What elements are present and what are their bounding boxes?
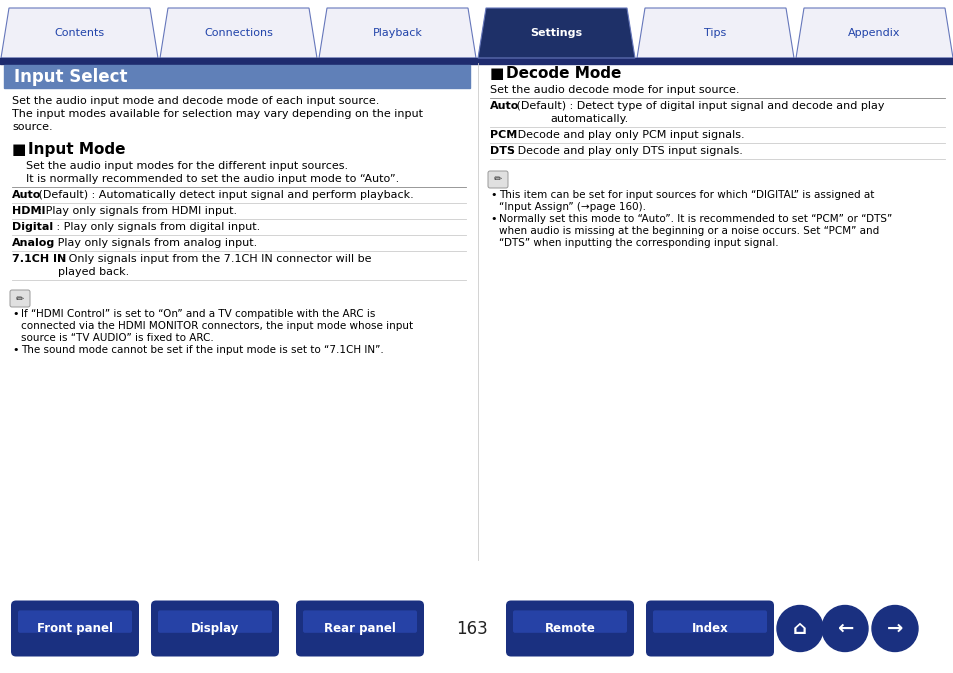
FancyBboxPatch shape [645,600,773,656]
Text: Tips: Tips [703,28,726,38]
Text: •: • [12,345,18,355]
Text: : Play only signals from analog input.: : Play only signals from analog input. [47,238,256,248]
Text: Set the audio input mode and decode mode of each input source.: Set the audio input mode and decode mode… [12,96,379,106]
Text: : Play only signals from HDMI input.: : Play only signals from HDMI input. [35,206,237,216]
FancyBboxPatch shape [652,610,766,633]
Text: Front panel: Front panel [37,622,112,635]
FancyBboxPatch shape [513,610,626,633]
Text: : Only signals input from the 7.1CH IN connector will be: : Only signals input from the 7.1CH IN c… [58,254,372,264]
FancyBboxPatch shape [151,600,278,656]
Text: (Default) : Automatically detect input signal and perform playback.: (Default) : Automatically detect input s… [35,190,414,200]
Text: ⌂: ⌂ [792,619,806,638]
Bar [0,58,953,64]
Text: : Play only signals from digital input.: : Play only signals from digital input. [52,222,259,232]
Text: Input Select: Input Select [14,67,128,85]
Text: Normally set this mode to “Auto”. It is recommended to set “PCM” or “DTS”: Normally set this mode to “Auto”. It is … [498,214,891,224]
Text: connected via the HDMI MONITOR connectors, the input mode whose input: connected via the HDMI MONITOR connector… [21,321,413,331]
Bar [4,65,470,88]
Bar [0,597,953,660]
Text: 163: 163 [456,620,487,637]
FancyBboxPatch shape [303,610,416,633]
Text: ✏: ✏ [494,174,501,184]
FancyBboxPatch shape [10,290,30,307]
Text: Decode Mode: Decode Mode [505,66,620,81]
Polygon shape [477,8,635,58]
Circle shape [871,606,917,651]
FancyBboxPatch shape [158,610,272,633]
Text: Remote: Remote [544,622,595,635]
Text: Rear panel: Rear panel [324,622,395,635]
FancyBboxPatch shape [11,600,139,656]
Text: The sound mode cannot be set if the input mode is set to “7.1CH IN”.: The sound mode cannot be set if the inpu… [21,345,383,355]
Text: Appendix: Appendix [847,28,900,38]
Text: ■: ■ [12,142,27,157]
Text: It is normally recommended to set the audio input mode to “Auto”.: It is normally recommended to set the au… [26,174,399,184]
Text: PCM: PCM [490,130,517,140]
Text: Digital: Digital [12,222,53,232]
Polygon shape [160,8,316,58]
Text: Auto: Auto [12,190,41,200]
Text: Set the audio input modes for the different input sources.: Set the audio input modes for the differ… [26,161,348,171]
FancyBboxPatch shape [488,171,507,188]
Text: This item can be set for input sources for which “DIGITAL” is assigned at: This item can be set for input sources f… [498,190,874,200]
Text: ←: ← [836,619,852,638]
Circle shape [776,606,822,651]
Text: Settings: Settings [530,28,582,38]
Text: DTS: DTS [490,146,515,156]
Text: Input Mode: Input Mode [28,142,126,157]
FancyBboxPatch shape [18,610,132,633]
Text: : Decode and play only PCM input signals.: : Decode and play only PCM input signals… [507,130,744,140]
Text: “DTS” when inputting the corresponding input signal.: “DTS” when inputting the corresponding i… [498,238,778,248]
Text: automatically.: automatically. [550,114,628,124]
Text: HDMI: HDMI [12,206,46,216]
Polygon shape [318,8,476,58]
Circle shape [821,606,867,651]
Text: Connections: Connections [204,28,273,38]
Text: ■: ■ [490,66,504,81]
Text: Contents: Contents [54,28,105,38]
Text: played back.: played back. [58,267,129,277]
Polygon shape [1,8,158,58]
Text: Playback: Playback [373,28,422,38]
Polygon shape [795,8,952,58]
Text: Analog: Analog [12,238,55,248]
Text: •: • [490,214,496,224]
Text: source is “TV AUDIO” is fixed to ARC.: source is “TV AUDIO” is fixed to ARC. [21,333,213,343]
Text: “Input Assign” (→page 160).: “Input Assign” (→page 160). [498,202,645,212]
FancyBboxPatch shape [295,600,423,656]
Text: Index: Index [691,622,727,635]
Text: Display: Display [191,622,239,635]
Text: Set the audio decode mode for input source.: Set the audio decode mode for input sour… [490,85,739,95]
Text: source.: source. [12,122,52,132]
Text: •: • [12,309,18,319]
Polygon shape [637,8,793,58]
Text: The input modes available for selection may vary depending on the input: The input modes available for selection … [12,109,422,119]
Text: 7.1CH IN: 7.1CH IN [12,254,66,264]
Text: Auto: Auto [490,101,518,111]
Text: : Decode and play only DTS input signals.: : Decode and play only DTS input signals… [507,146,742,156]
Text: →: → [886,619,902,638]
Text: when audio is missing at the beginning or a noise occurs. Set “PCM” and: when audio is missing at the beginning o… [498,226,879,236]
FancyBboxPatch shape [505,600,634,656]
Text: •: • [490,190,496,200]
Text: If “HDMI Control” is set to “On” and a TV compatible with the ARC is: If “HDMI Control” is set to “On” and a T… [21,309,375,319]
Text: ✏: ✏ [16,293,24,304]
Text: (Default) : Detect type of digital input signal and decode and play: (Default) : Detect type of digital input… [513,101,883,111]
Bar [0,58,953,62]
